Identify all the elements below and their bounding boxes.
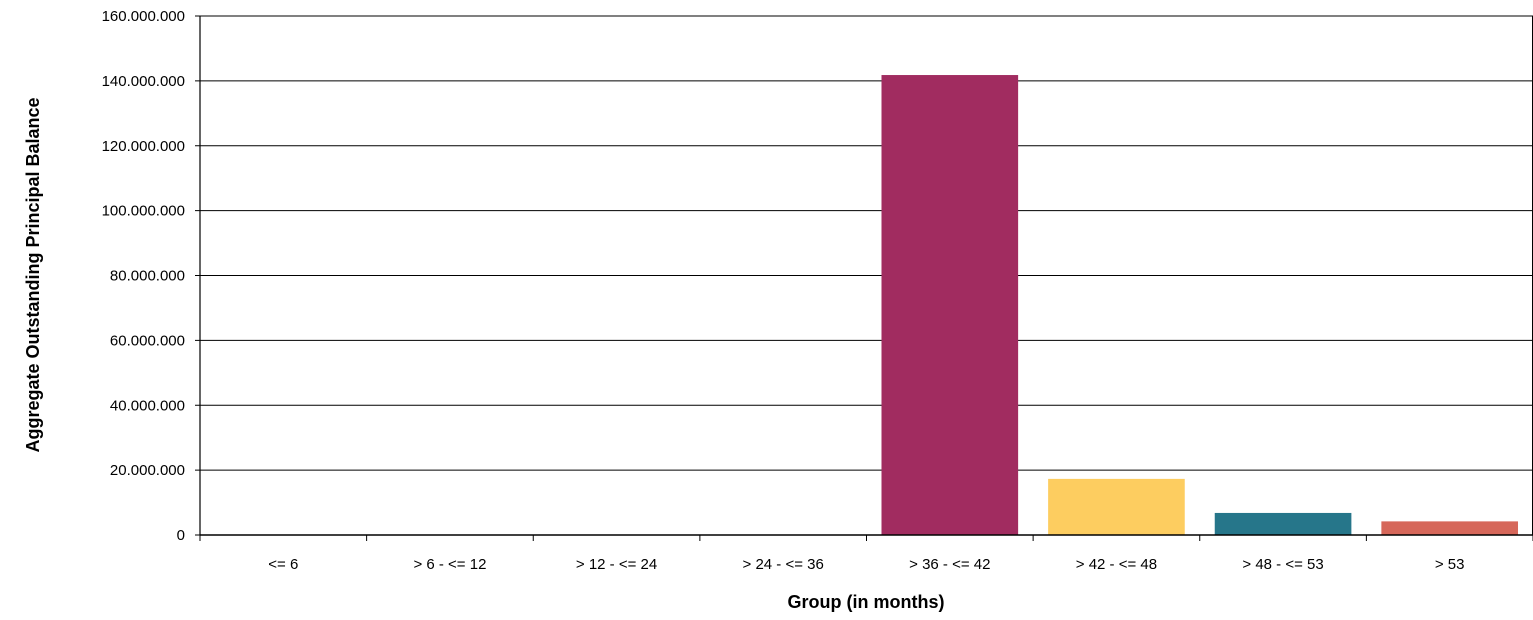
y-tick-label: 160.000.000 [102, 8, 185, 25]
x-tick-label: > 48 - <= 53 [1242, 556, 1323, 573]
x-tick-label: > 53 [1435, 556, 1465, 573]
x-tick-label: > 42 - <= 48 [1076, 556, 1157, 573]
y-tick-label: 100.000.000 [102, 203, 185, 220]
x-tick-label: > 6 - <= 12 [413, 556, 486, 573]
y-tick-label: 80.000.000 [110, 268, 185, 285]
bar [1048, 478, 1185, 535]
y-tick-label: 40.000.000 [110, 397, 185, 414]
tick-labels: 0 20.000.000 40.000.000 60.000.000 80.000.00… [102, 8, 1465, 573]
y-tick-label: 60.000.000 [110, 332, 185, 349]
x-tick-label: > 24 - <= 36 [743, 556, 824, 573]
x-axis-title: Group (in months) [788, 592, 945, 612]
x-tick-label: > 36 - <= 42 [909, 556, 990, 573]
y-tick-label: 140.000.000 [102, 73, 185, 90]
bar [881, 75, 1019, 535]
grid-lines [200, 15, 1533, 471]
bar [1214, 512, 1352, 535]
y-tick-label: 120.000.000 [102, 138, 185, 155]
y-axis-title: Aggregate Outstanding Principal Balance [23, 97, 43, 452]
y-tick-label: 0 [177, 527, 185, 544]
x-tick-label: > 12 - <= 24 [576, 556, 657, 573]
bars [881, 75, 1519, 535]
axes [195, 15, 1533, 541]
bar [1381, 521, 1519, 535]
y-tick-label: 20.000.000 [110, 462, 185, 479]
x-tick-label: <= 6 [268, 556, 298, 573]
